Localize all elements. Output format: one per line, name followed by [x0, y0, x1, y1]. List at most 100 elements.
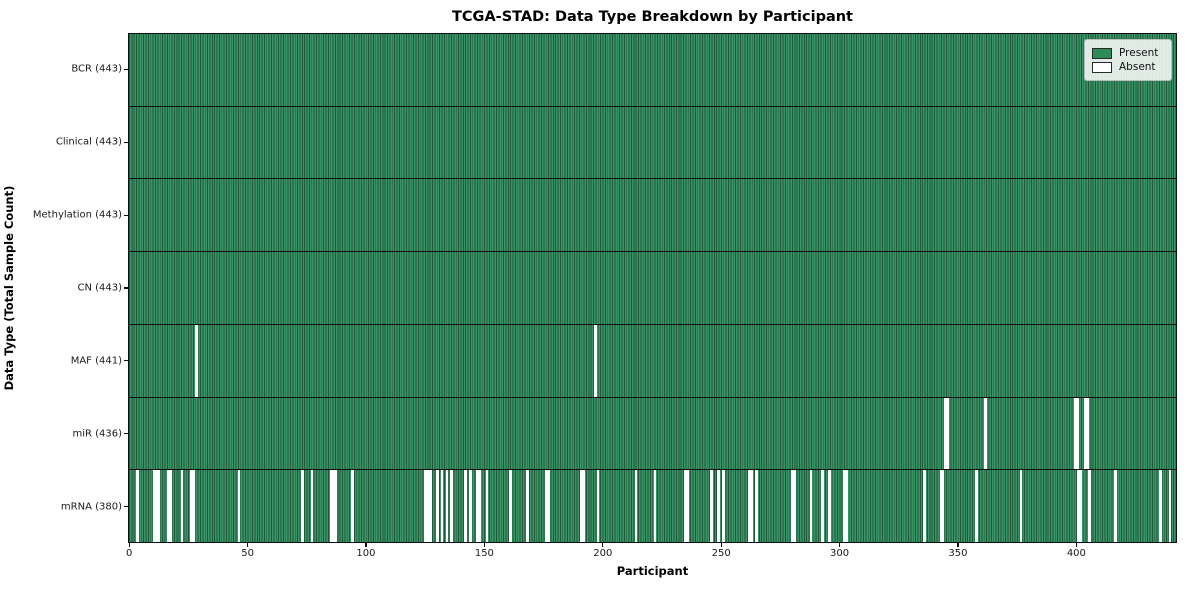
absent-bar [152, 470, 156, 543]
heatmap-row-mir [129, 397, 1176, 471]
heatmap-row-bcr [129, 34, 1176, 107]
y-tick-label: miR (436) [72, 428, 122, 440]
absent-bar [180, 470, 184, 543]
x-tick-label: 250 [711, 548, 731, 559]
y-tick-mark [124, 141, 128, 143]
absent-bar [445, 470, 449, 543]
absent-bar [436, 470, 439, 543]
x-tick-mark [128, 543, 130, 547]
x-tick-label: 300 [830, 548, 850, 559]
absent-bar [169, 470, 172, 543]
absent-bar [334, 470, 338, 543]
x-tick-label: 50 [241, 548, 254, 559]
absent-bar [424, 470, 427, 543]
x-axis-label: Participant [616, 564, 689, 578]
absent-bar [426, 470, 430, 543]
y-tick-mark [124, 287, 128, 289]
heatmap-row-cn [129, 252, 1176, 325]
y-tick-mark [124, 68, 128, 71]
absent-bar [310, 470, 314, 543]
plot-area [128, 33, 1177, 543]
absent-bar [1114, 470, 1118, 543]
x-tick-mark [957, 543, 959, 547]
absent-bar [845, 470, 848, 543]
absent-bar [974, 470, 978, 543]
absent-bar [237, 470, 241, 543]
y-axis-label: Data Type (Total Sample Count) [2, 185, 16, 391]
absent-bar [1159, 470, 1162, 543]
absent-bar [464, 470, 468, 543]
y-tick-label: BCR (443) [71, 63, 122, 75]
y-tick-mark [124, 433, 128, 435]
y-tick-label: Methylation (443) [32, 209, 122, 221]
chart-title: TCGA-STAD: Data Type Breakdown by Partic… [452, 9, 853, 25]
absent-bar [157, 470, 160, 543]
x-tick-mark [483, 543, 485, 547]
legend-item-present: Present [1092, 47, 1163, 59]
absent-bar [509, 470, 512, 543]
x-tick-label: 350 [948, 548, 968, 559]
absent-bar [821, 470, 824, 543]
absent-bar [717, 470, 720, 543]
absent-bar [684, 470, 687, 543]
absent-bar [922, 470, 926, 543]
x-tick-label: 0 [125, 548, 133, 559]
absent-bar [594, 324, 598, 397]
heatmap-row-clinical [129, 106, 1176, 180]
absent-bar [710, 470, 713, 543]
y-tick-mark [124, 360, 128, 362]
absent-bar [154, 470, 158, 543]
absent-bar [1076, 470, 1080, 543]
x-tick-mark [1075, 543, 1077, 547]
absent-bar [1168, 470, 1172, 543]
absent-bar [842, 470, 846, 543]
absent-bar [755, 470, 758, 543]
absent-bar [544, 470, 548, 543]
x-tick-mark [365, 543, 367, 547]
y-tick-label: CN (443) [77, 282, 122, 294]
absent-bar [828, 470, 832, 543]
absent-bar [596, 470, 600, 543]
x-tick-mark [602, 543, 604, 547]
legend-swatch-absent [1092, 61, 1112, 73]
absent-bar [580, 470, 583, 543]
y-tick-mark [124, 505, 128, 508]
absent-bar [939, 470, 943, 543]
x-tick-mark [246, 543, 249, 547]
absent-bar [944, 397, 947, 470]
absent-bar [1074, 397, 1077, 470]
absent-bar [984, 397, 988, 470]
heatmap-row-mrna [129, 470, 1176, 543]
absent-bar [1088, 470, 1092, 543]
absent-bar [1076, 397, 1080, 470]
absent-bar [1083, 397, 1087, 470]
x-tick-label: 100 [356, 548, 376, 559]
legend-swatch-present [1092, 47, 1112, 59]
absent-bar [195, 324, 198, 397]
x-tick-mark [838, 543, 841, 547]
absent-bar [429, 470, 432, 543]
legend-item-absent: Absent [1092, 61, 1163, 73]
y-tick-label: Clinical (443) [55, 136, 122, 148]
absent-bar [634, 470, 638, 543]
x-tick-mark [720, 543, 722, 547]
absent-bar [329, 470, 333, 543]
heatmap-row-maf [129, 324, 1176, 398]
absent-bar [166, 470, 170, 543]
absent-bar [476, 470, 479, 543]
absent-bar [469, 470, 472, 543]
absent-bar [582, 470, 586, 543]
absent-bar [478, 470, 482, 543]
absent-bar [547, 470, 550, 543]
absent-bar [440, 470, 444, 543]
absent-bar [485, 470, 489, 543]
absent-bar [941, 470, 945, 543]
absent-bar [686, 470, 690, 543]
absent-bar [190, 470, 193, 543]
absent-bar [809, 470, 813, 543]
absent-bar [1019, 470, 1023, 543]
absent-bar [351, 470, 354, 543]
y-tick-label: MAF (441) [70, 355, 122, 367]
absent-bar [192, 470, 196, 543]
absent-bar [332, 470, 335, 543]
